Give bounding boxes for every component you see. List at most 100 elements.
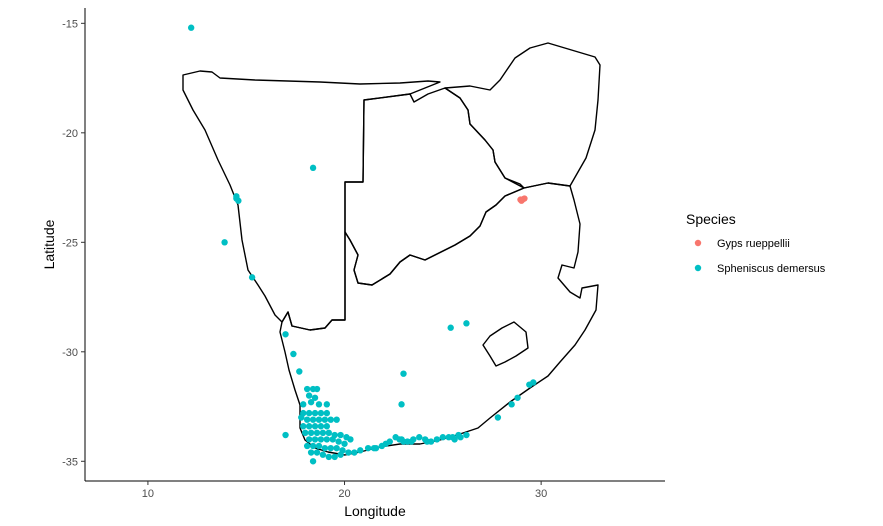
data-point — [313, 449, 321, 456]
data-point — [323, 436, 331, 443]
data-point — [307, 429, 315, 437]
y-tick-label: -30 — [62, 347, 78, 359]
data-point — [325, 453, 332, 461]
data-point — [337, 451, 344, 458]
data-point — [439, 434, 447, 441]
data-point — [323, 409, 331, 417]
axes: 10 20 30 -15 -20 -25 -30 -35 Longitude Latitude — [41, 8, 665, 519]
y-tick-label: -25 — [62, 237, 78, 249]
data-point — [455, 431, 462, 439]
data-point — [351, 449, 358, 456]
data-point — [305, 392, 313, 399]
data-point — [221, 239, 228, 246]
data-point — [282, 331, 289, 338]
data-point — [333, 416, 340, 423]
data-point — [329, 436, 336, 443]
data-point — [333, 444, 340, 452]
data-point — [321, 416, 329, 423]
data-point — [248, 274, 256, 281]
southern-africa-map — [182, 42, 601, 456]
x-tick-label: 20 — [338, 488, 350, 500]
data-point — [317, 436, 325, 443]
south-africa-outline — [279, 182, 599, 456]
x-axis-title: Longitude — [344, 503, 406, 519]
legend-key — [694, 264, 702, 272]
data-point — [357, 447, 364, 454]
data-point — [319, 429, 327, 437]
data-point — [323, 423, 331, 430]
data-point — [282, 431, 289, 439]
data-point — [327, 416, 334, 423]
zimbabwe-outline — [444, 42, 601, 189]
data-point — [331, 453, 338, 461]
data-point — [305, 436, 313, 443]
data-point — [296, 368, 303, 375]
data-point — [325, 429, 332, 437]
data-point — [319, 451, 327, 458]
data-point — [307, 449, 315, 456]
data-point — [416, 434, 423, 441]
y-tick-label: -15 — [62, 18, 78, 30]
data-point — [235, 197, 242, 204]
data-point — [313, 385, 321, 393]
data-point — [423, 438, 431, 445]
data-point — [302, 429, 309, 437]
data-point — [317, 423, 325, 430]
data-point — [341, 440, 348, 447]
data-point — [311, 436, 319, 443]
legend-key — [694, 239, 702, 247]
data-point — [187, 24, 195, 31]
data-points — [187, 24, 537, 465]
data-point — [311, 394, 319, 401]
data-point — [303, 385, 311, 393]
data-point — [347, 436, 354, 443]
y-axis-title: Latitude — [41, 219, 57, 269]
data-point — [300, 401, 307, 408]
legend: Species Gyps rueppellii Spheniscus demersu… — [686, 211, 826, 275]
data-point — [313, 429, 321, 437]
data-point — [372, 444, 380, 452]
data-point — [530, 379, 537, 386]
data-point — [290, 350, 297, 358]
y-tick-label: -35 — [62, 456, 78, 468]
data-point — [307, 398, 315, 406]
data-point — [309, 416, 317, 423]
data-point — [433, 436, 441, 443]
data-point — [463, 431, 470, 439]
legend-label: Gyps rueppellii — [717, 238, 790, 250]
data-point — [337, 431, 344, 439]
data-point — [317, 409, 325, 417]
data-point — [335, 438, 342, 445]
legend-title: Species — [686, 211, 736, 227]
data-point — [400, 370, 407, 377]
lesotho-outline — [482, 321, 529, 367]
data-point — [309, 442, 317, 450]
data-point — [494, 414, 502, 421]
data-point — [311, 423, 319, 430]
data-point — [514, 394, 521, 401]
data-point — [364, 444, 372, 452]
data-point — [508, 401, 515, 408]
data-point — [309, 458, 317, 465]
data-point — [518, 197, 525, 204]
y-tick-label: -20 — [62, 128, 78, 140]
data-point — [315, 416, 323, 423]
data-point — [305, 423, 313, 430]
x-tick-label: 10 — [142, 488, 154, 500]
data-point — [396, 436, 403, 443]
legend-label: Spheniscus demersus — [717, 263, 826, 275]
data-point — [382, 440, 390, 447]
data-point — [309, 164, 317, 172]
data-point — [315, 442, 323, 450]
data-point — [463, 320, 470, 327]
data-point — [449, 434, 456, 441]
x-tick-label: 30 — [535, 488, 547, 500]
data-point — [345, 449, 352, 456]
data-point — [300, 423, 307, 430]
data-point — [298, 414, 305, 421]
namibia-outline — [182, 70, 441, 331]
data-point — [447, 324, 454, 331]
data-point — [303, 416, 311, 423]
data-point — [305, 409, 313, 417]
